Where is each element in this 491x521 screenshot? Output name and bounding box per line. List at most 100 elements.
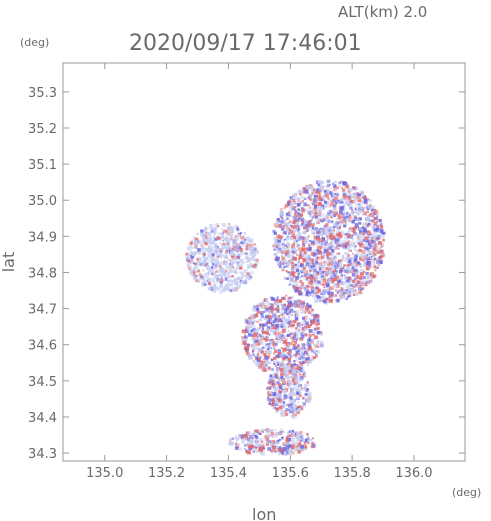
echo-pixel-north-east-band	[335, 233, 339, 237]
echo-pixel-bay-band	[232, 242, 237, 247]
echo-pixel-north-east-band	[327, 212, 331, 216]
echo-pixel-central-cell	[277, 306, 280, 309]
echo-pixel-north-east-band	[285, 250, 290, 254]
echo-pixel-north-east-band	[294, 212, 298, 216]
echo-pixel-southern-tail	[286, 376, 291, 381]
echo-pixel-north-east-band	[362, 228, 367, 233]
echo-pixel-bay-band	[224, 257, 227, 260]
echo-pixel-bay-band	[198, 277, 202, 281]
echo-pixel-north-east-band	[321, 293, 325, 297]
echo-pixel-north-east-band	[380, 235, 385, 240]
echo-pixel-bay-band	[211, 253, 215, 257]
echo-pixel-north-east-band	[294, 241, 297, 245]
echo-pixel-north-east-band	[290, 253, 295, 258]
echo-pixel-north-east-band	[315, 286, 318, 289]
echo-pixel-north-east-band	[295, 237, 299, 242]
echo-pixel-south-scatter	[255, 450, 259, 454]
echo-pixel-north-east-band	[314, 206, 317, 209]
echo-pixel-bay-band	[247, 275, 251, 279]
echo-pixel-southern-tail	[285, 408, 289, 412]
echo-pixel-central-cell	[301, 345, 306, 350]
echo-pixel-south-scatter	[251, 437, 254, 440]
echo-pixel-central-cell	[286, 334, 289, 337]
echo-pixel-north-east-band	[331, 263, 336, 268]
echo-pixel-north-east-band	[292, 193, 297, 198]
echo-pixel-bay-band	[250, 263, 253, 266]
echo-pixel-north-east-band	[297, 262, 301, 265]
echo-pixel-north-east-band	[277, 262, 281, 266]
echo-pixel-north-east-band	[348, 268, 352, 272]
echo-pixel-central-cell	[270, 321, 273, 324]
echo-pixel-south-scatter	[247, 431, 252, 436]
echo-pixel-bay-band	[239, 266, 243, 270]
echo-pixel-north-east-band	[329, 233, 333, 237]
echo-pixel-southern-tail	[279, 368, 281, 370]
echo-pixel-north-east-band	[293, 216, 297, 221]
echo-pixel-north-east-band	[382, 231, 386, 235]
echo-pixel-south-scatter	[270, 432, 275, 437]
echo-pixel-north-east-band	[346, 279, 349, 283]
echo-pixel-north-east-band	[357, 198, 362, 202]
echo-pixel-north-east-band	[371, 242, 375, 247]
echo-pixel-north-east-band	[368, 198, 373, 203]
echo-pixel-bay-band	[185, 256, 190, 261]
echo-pixel-central-cell	[316, 345, 318, 348]
echo-pixel-central-cell	[282, 354, 286, 359]
echo-pixel-north-east-band	[306, 260, 310, 263]
echo-pixel-south-scatter	[303, 441, 307, 444]
echo-pixel-central-cell	[304, 309, 308, 313]
y-tick-label: 35.0	[28, 194, 57, 209]
echo-pixel-north-east-band	[329, 257, 332, 260]
echo-pixel-north-east-band	[339, 286, 342, 289]
echo-pixel-bay-band	[229, 259, 232, 262]
echo-pixel-north-east-band	[333, 184, 337, 188]
echo-pixel-north-east-band	[310, 194, 314, 197]
echo-pixel-south-scatter	[247, 440, 250, 443]
echo-pixel-north-east-band	[321, 205, 324, 208]
echo-pixel-bay-band	[220, 279, 223, 281]
echo-pixel-north-east-band	[298, 290, 301, 293]
echo-pixel-central-cell	[277, 338, 280, 341]
echo-pixel-south-scatter	[296, 433, 301, 437]
echo-pixel-central-cell	[252, 325, 256, 329]
echo-pixel-southern-tail	[270, 392, 274, 396]
echo-pixel-bay-band	[212, 271, 217, 276]
echo-pixel-north-east-band	[363, 253, 368, 257]
echo-pixel-south-scatter	[266, 433, 271, 437]
echo-pixel-central-cell	[243, 340, 247, 344]
echo-pixel-north-east-band	[366, 254, 370, 259]
echo-pixel-north-east-band	[341, 295, 346, 299]
echo-pixel-north-east-band	[312, 271, 317, 276]
echo-pixel-north-east-band	[353, 248, 356, 251]
echo-pixel-north-east-band	[286, 262, 290, 266]
echo-pixel-north-east-band	[295, 264, 299, 268]
echo-pixel-bay-band	[195, 241, 198, 245]
echo-pixel-north-east-band	[341, 188, 346, 192]
echo-pixel-north-east-band	[352, 231, 356, 234]
echo-pixel-north-east-band	[292, 221, 295, 224]
echo-pixel-north-east-band	[292, 280, 296, 283]
echo-pixel-southern-tail	[273, 374, 278, 379]
echo-pixel-bay-band	[186, 262, 190, 266]
echo-pixel-central-cell	[295, 310, 299, 314]
echo-pixel-north-east-band	[285, 239, 288, 242]
echo-pixel-north-east-band	[346, 264, 350, 268]
echo-pixel-southern-tail	[280, 365, 284, 369]
echo-pixel-north-east-band	[298, 286, 302, 290]
echo-pixel-central-cell	[309, 329, 313, 333]
echo-pixel-south-scatter	[258, 443, 262, 446]
echo-pixel-bay-band	[191, 270, 196, 275]
echo-pixel-north-east-band	[318, 238, 323, 242]
echo-pixel-central-cell	[283, 364, 287, 369]
echo-pixel-north-east-band	[366, 206, 370, 211]
echo-pixel-central-cell	[247, 319, 252, 324]
echo-pixel-south-scatter	[272, 446, 276, 450]
echo-pixel-south-scatter	[306, 433, 309, 436]
echo-pixel-central-cell	[276, 305, 279, 308]
echo-pixel-south-scatter	[301, 447, 305, 451]
echo-pixel-bay-band	[247, 245, 252, 250]
echo-pixel-north-east-band	[376, 266, 379, 269]
echo-pixel-central-cell	[260, 360, 263, 363]
echo-pixel-north-east-band	[301, 285, 305, 289]
echo-pixel-central-cell	[245, 329, 250, 334]
